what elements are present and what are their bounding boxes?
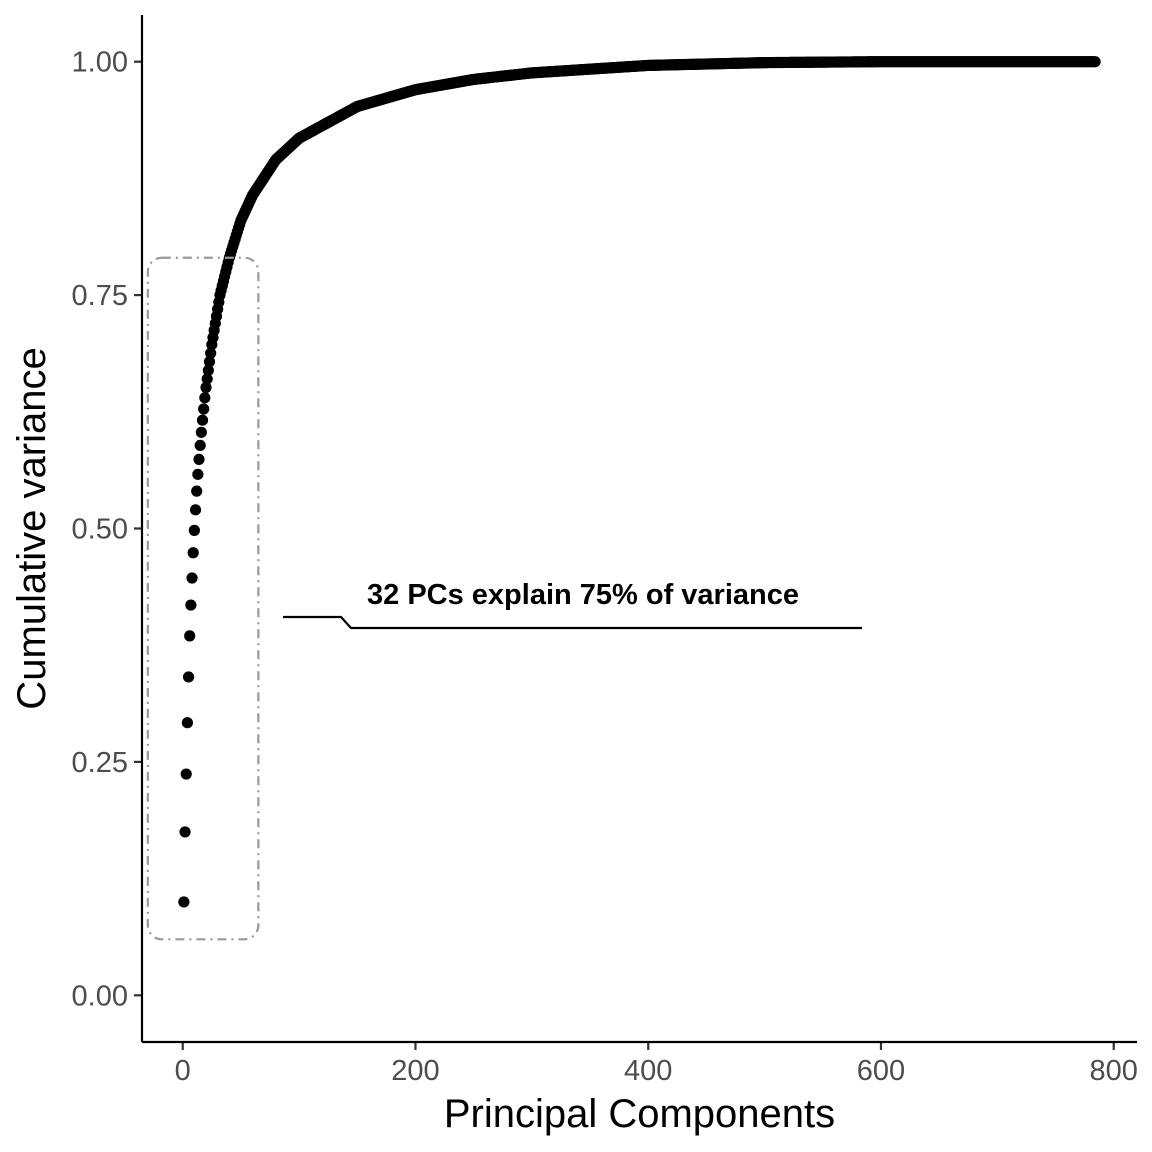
data-point (187, 547, 199, 559)
highlight-box (146, 256, 260, 941)
data-point (198, 403, 210, 415)
data-point (186, 572, 198, 584)
data-point (184, 630, 196, 642)
y-tick-label: 1.00 (72, 47, 128, 79)
x-axis-title: Principal Components (444, 1092, 835, 1136)
y-tick-label: 0.50 (72, 514, 128, 546)
x-tick-label: 600 (857, 1055, 905, 1087)
data-point (205, 347, 217, 359)
data-point (200, 381, 212, 394)
x-axis-ticks: 0 200 400 600 800 (175, 1042, 1138, 1087)
data-point (202, 364, 214, 376)
y-axis-ticks: 0.00 0.25 0.50 0.75 1.00 (72, 47, 142, 1012)
data-point (188, 524, 200, 536)
data-point (196, 414, 209, 426)
data-point (178, 896, 190, 908)
x-tick-label: 400 (624, 1055, 672, 1087)
data-point (179, 826, 191, 838)
data-point (195, 426, 207, 438)
x-tick-label: 800 (1090, 1055, 1138, 1087)
data-point (203, 356, 216, 368)
data-points (178, 56, 1101, 908)
data-point (189, 504, 202, 516)
data-point (192, 468, 204, 480)
annotation-leader-line (283, 615, 862, 630)
data-point (201, 373, 213, 385)
data-point (199, 392, 211, 404)
data-point (182, 671, 195, 683)
data-point (181, 717, 193, 729)
y-tick-label: 0.00 (72, 980, 128, 1012)
y-tick-label: 0.25 (72, 747, 128, 779)
x-tick-label: 0 (175, 1055, 191, 1087)
annotation-label: 32 PCs explain 75% of variance (367, 579, 799, 611)
data-point (1089, 56, 1101, 68)
data-point (191, 485, 203, 497)
x-tick-label: 200 (391, 1055, 439, 1087)
data-point (180, 768, 192, 780)
data-point (193, 453, 205, 466)
y-tick-label: 0.75 (72, 280, 128, 312)
y-axis-title: Cumulative variance (10, 347, 54, 709)
data-point (194, 439, 206, 452)
data-point (185, 599, 197, 611)
